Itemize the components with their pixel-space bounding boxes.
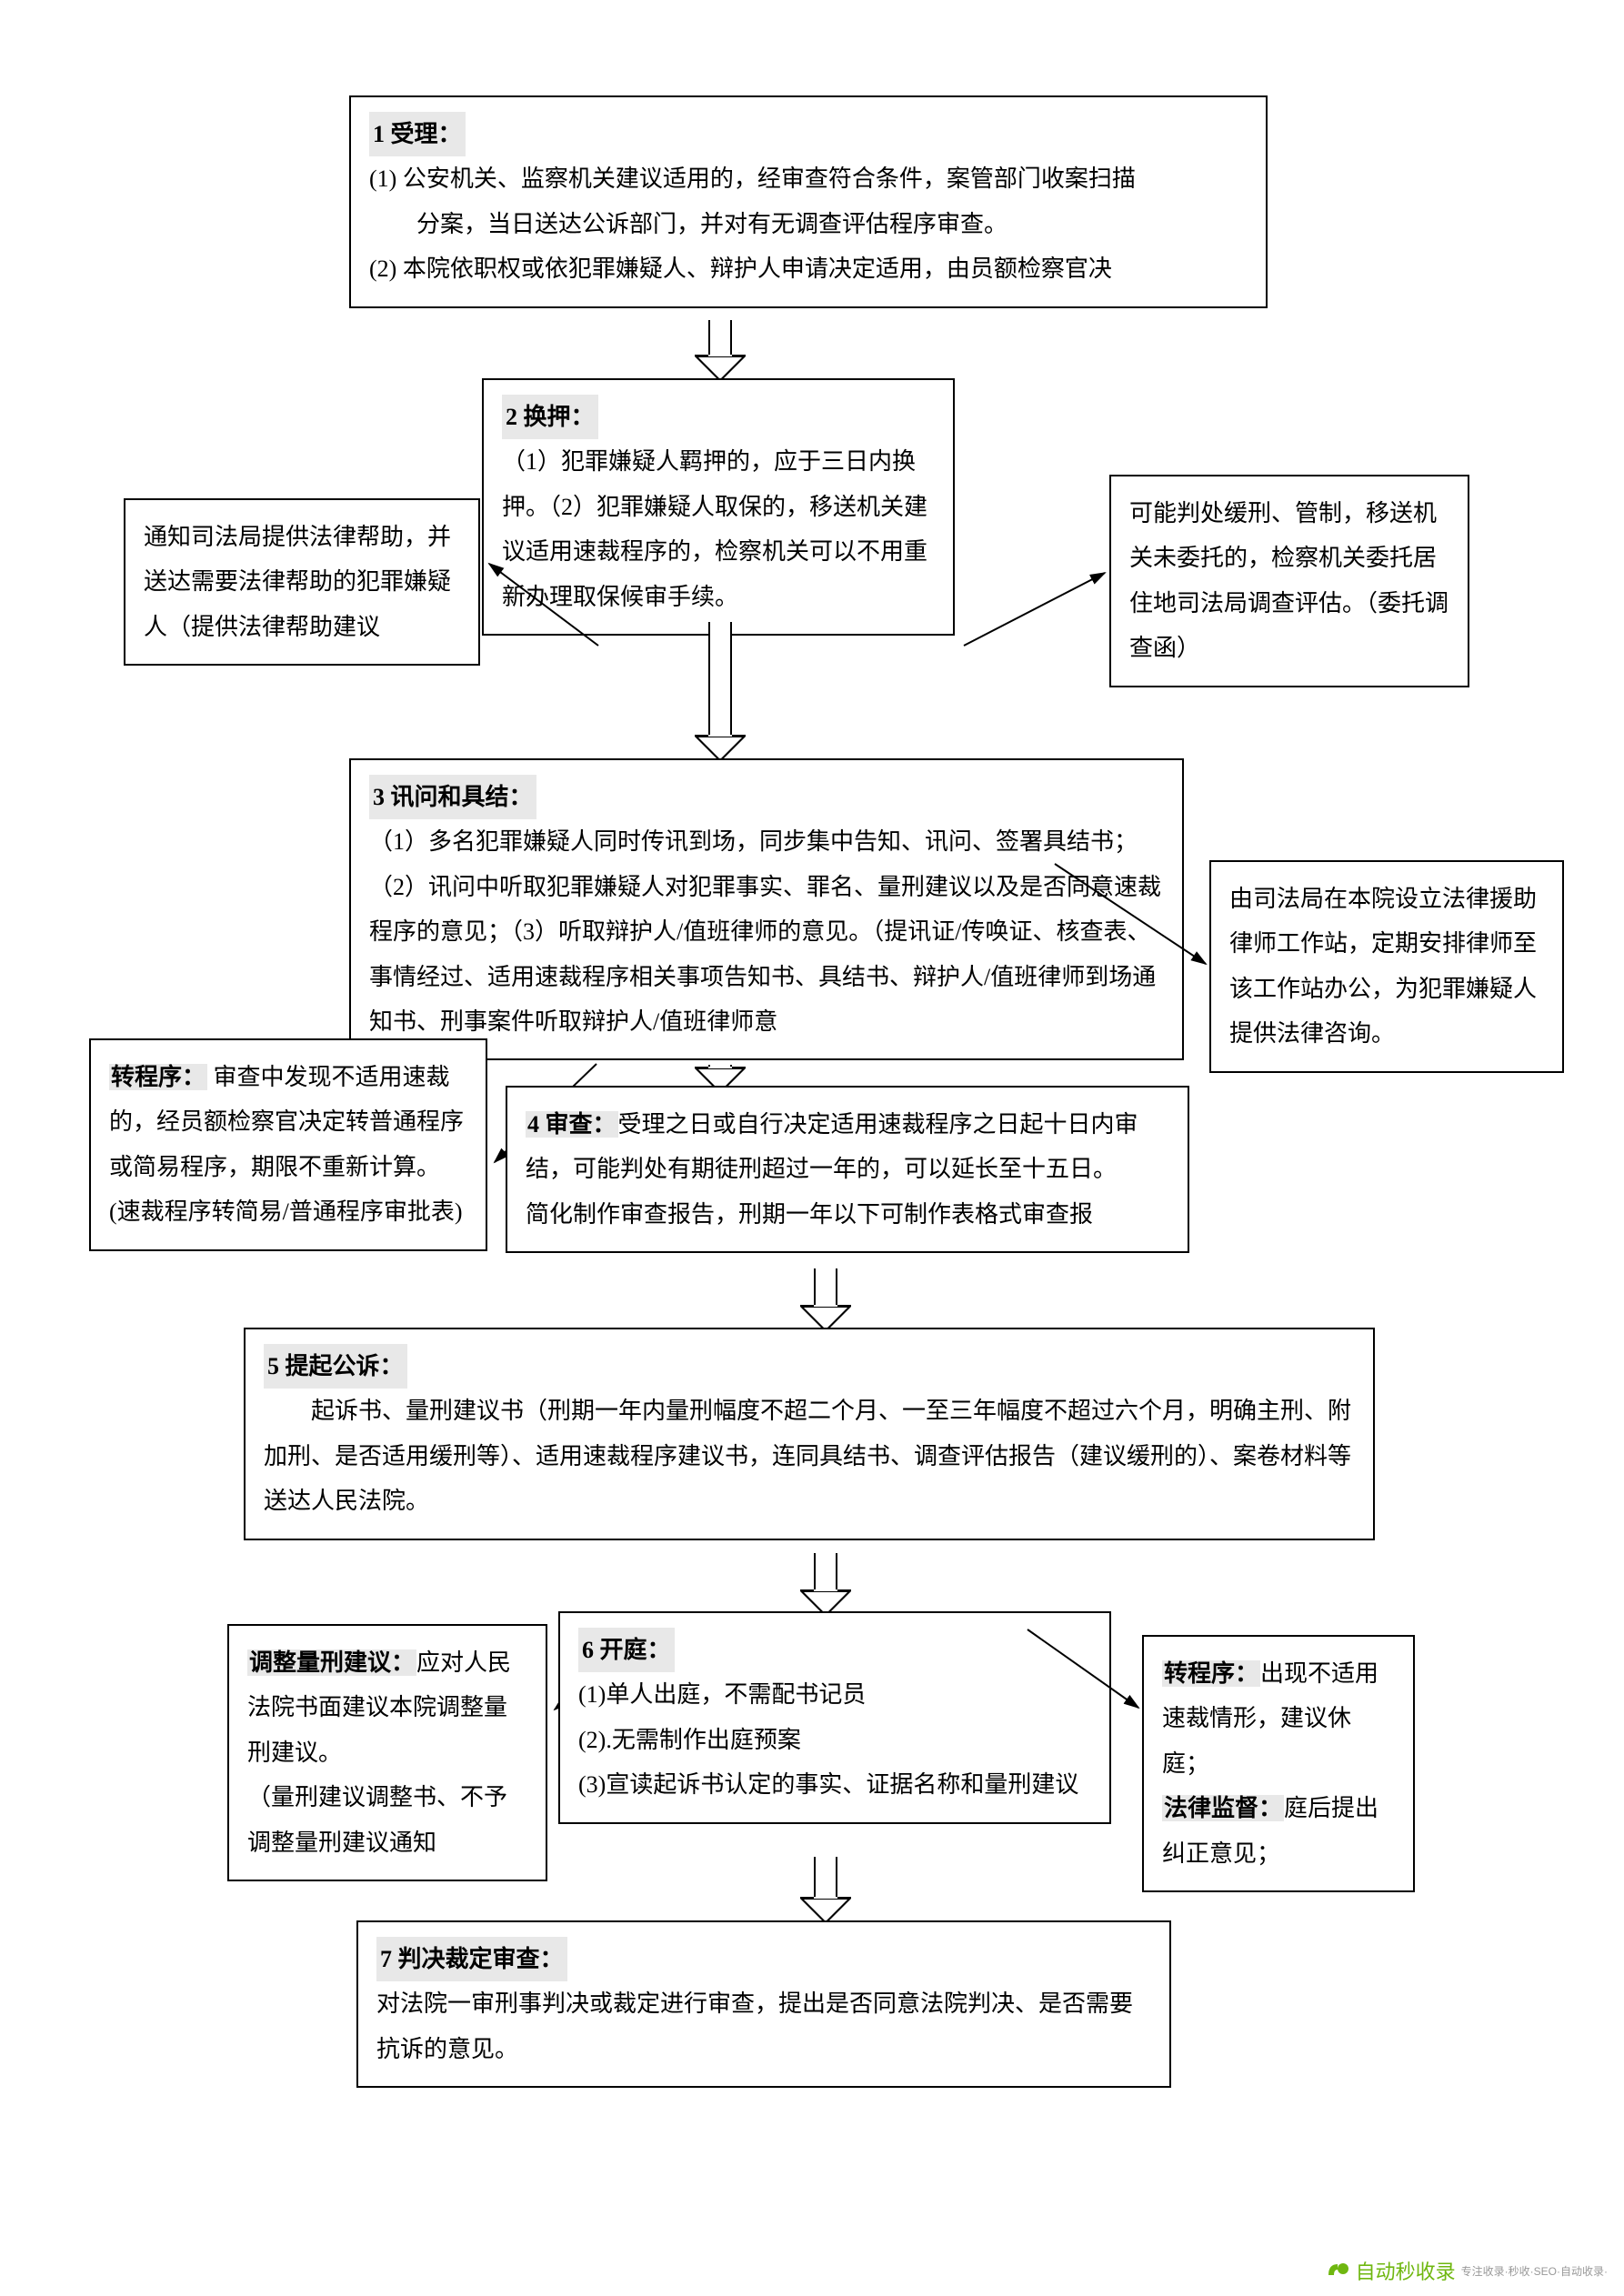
side-adjust-sentence: 调整量刑建议：应对人民法院书面建议本院调整量刑建议。 （量刑建议调整书、不予调整… — [227, 1624, 547, 1881]
step-4-title-after: 受理之日或自行决定适用速裁程序之日起十日内审 — [618, 1111, 1138, 1138]
footer-watermark: 自动秒收录 专注收录·秒收·SEO·自动收录· — [1323, 2256, 1608, 2285]
arrow-4-5 — [800, 1268, 851, 1332]
step-5-prosecute: 5 提起公诉： 起诉书、量刑建议书（刑期一年内量刑幅度不超二个月、一至三年幅度不… — [244, 1328, 1375, 1540]
step-1-line-3: (2) 本院依职权或依犯罪嫌疑人、辩护人申请决定适用，由员额检察官决 — [369, 246, 1248, 291]
jr-logo-icon — [1323, 2257, 1350, 2284]
side-probation-eval: 可能判处缓刑、管制，移送机关未委托的，检察机关委托居住地司法局调查评估。（委托调… — [1109, 475, 1469, 687]
arrow-2-3 — [695, 622, 746, 762]
arrow-5-6 — [800, 1553, 851, 1617]
step-1-accept: 1 受理： (1) 公安机关、监察机关建议适用的，经审查符合条件，案管部门收案扫… — [349, 95, 1268, 308]
arrow-6-7 — [800, 1857, 851, 1924]
step-4-review: 4 审查：受理之日或自行决定适用速裁程序之日起十日内审 结，可能判处有期徒刑超过… — [506, 1086, 1189, 1253]
footer-tag: 专注收录·秒收·SEO·自动收录· — [1461, 2263, 1608, 2279]
step-6-line-1: (1)单人出庭，不需配书记员 — [578, 1672, 1091, 1717]
step-7-text: 对法院一审刑事判决或裁定进行审查，提出是否同意法院判决、是否需要抗诉的意见。 — [376, 1981, 1151, 2071]
step-4-title: 4 审查： — [526, 1111, 618, 1138]
side-trial-t2: 法律监督： — [1162, 1795, 1284, 1821]
arrow-to-probation-eval — [955, 564, 1118, 655]
side-trial-t1: 转程序： — [1162, 1660, 1260, 1687]
side-adjust-title: 调整量刑建议： — [247, 1649, 416, 1676]
side-transfer-title: 转程序： — [109, 1064, 207, 1090]
arrow-to-legal-station — [1046, 846, 1218, 982]
step-7-title: 7 判决裁定审查： — [376, 1937, 567, 1981]
side-adjust-text2: （量刑建议调整书、不予调整量刑建议通知 — [247, 1775, 527, 1865]
step-1-line-2: 分案，当日送达公诉部门，并对有无调查评估程序审查。 — [369, 202, 1248, 246]
step-4-line-1: 结，可能判处有期徒刑超过一年的，可以延长至十五日。 — [526, 1147, 1169, 1191]
side-legal-aid-text: 通知司法局提供法律帮助，并送达需要法律帮助的犯罪嫌疑人（提供法律帮助建议 — [144, 515, 460, 649]
arrow-1-2 — [695, 320, 746, 382]
step-3-title: 3 讯问和具结： — [369, 775, 536, 819]
step-1-line-1: (1) 公安机关、监察机关建议适用的，经审查符合条件，案管部门收案扫描 — [369, 156, 1248, 201]
step-5-title: 5 提起公诉： — [264, 1344, 407, 1389]
step-3-text: （1）多名犯罪嫌疑人同时传讯到场，同步集中告知、讯问、签署具结书；（2）讯问中听… — [369, 819, 1164, 1044]
arrow-to-legal-aid — [480, 555, 607, 655]
side-legal-aid: 通知司法局提供法律帮助，并送达需要法律帮助的犯罪嫌疑人（提供法律帮助建议 — [124, 498, 480, 666]
step-7-verdict-review: 7 判决裁定审查： 对法院一审刑事判决或裁定进行审查，提出是否同意法院判决、是否… — [356, 1920, 1171, 2088]
step-2-title: 2 换押： — [502, 395, 598, 439]
side-legal-station-text: 由司法局在本院设立法律援助律师工作站，定期安排律师至该工作站办公，为犯罪嫌疑人提… — [1229, 877, 1544, 1057]
step-1-title: 1 受理： — [369, 112, 466, 156]
step-6-line-2: (2).无需制作出庭预案 — [578, 1718, 1091, 1762]
side-legal-station: 由司法局在本院设立法律援助律师工作站，定期安排律师至该工作站办公，为犯罪嫌疑人提… — [1209, 860, 1564, 1073]
side-trial-notes: 转程序：出现不适用速裁情形，建议休庭； 法律监督：庭后提出纠正意见； — [1142, 1635, 1415, 1892]
step-6-line-3: (3)宣读起诉书认定的事实、证据名称和量刑建议 — [578, 1762, 1091, 1807]
side-transfer-procedure: 转程序： 审查中发现不适用速裁的，经员额检察官决定转普通程序或简易程序，期限不重… — [89, 1038, 487, 1251]
step-5-text: 起诉书、量刑建议书（刑期一年内量刑幅度不超二个月、一至三年幅度不超过六个月，明确… — [264, 1389, 1355, 1523]
side-probation-eval-text: 可能判处缓刑、管制，移送机关未委托的，检察机关委托居住地司法局调查评估。（委托调… — [1129, 491, 1449, 671]
step-6-title: 6 开庭： — [578, 1628, 675, 1672]
step-4-line-2: 简化制作审查报告，刑期一年以下可制作表格式审查报 — [526, 1192, 1169, 1237]
footer-brand: 自动秒收录 — [1356, 2256, 1456, 2285]
arrow-to-trial-notes — [1018, 1620, 1155, 1720]
